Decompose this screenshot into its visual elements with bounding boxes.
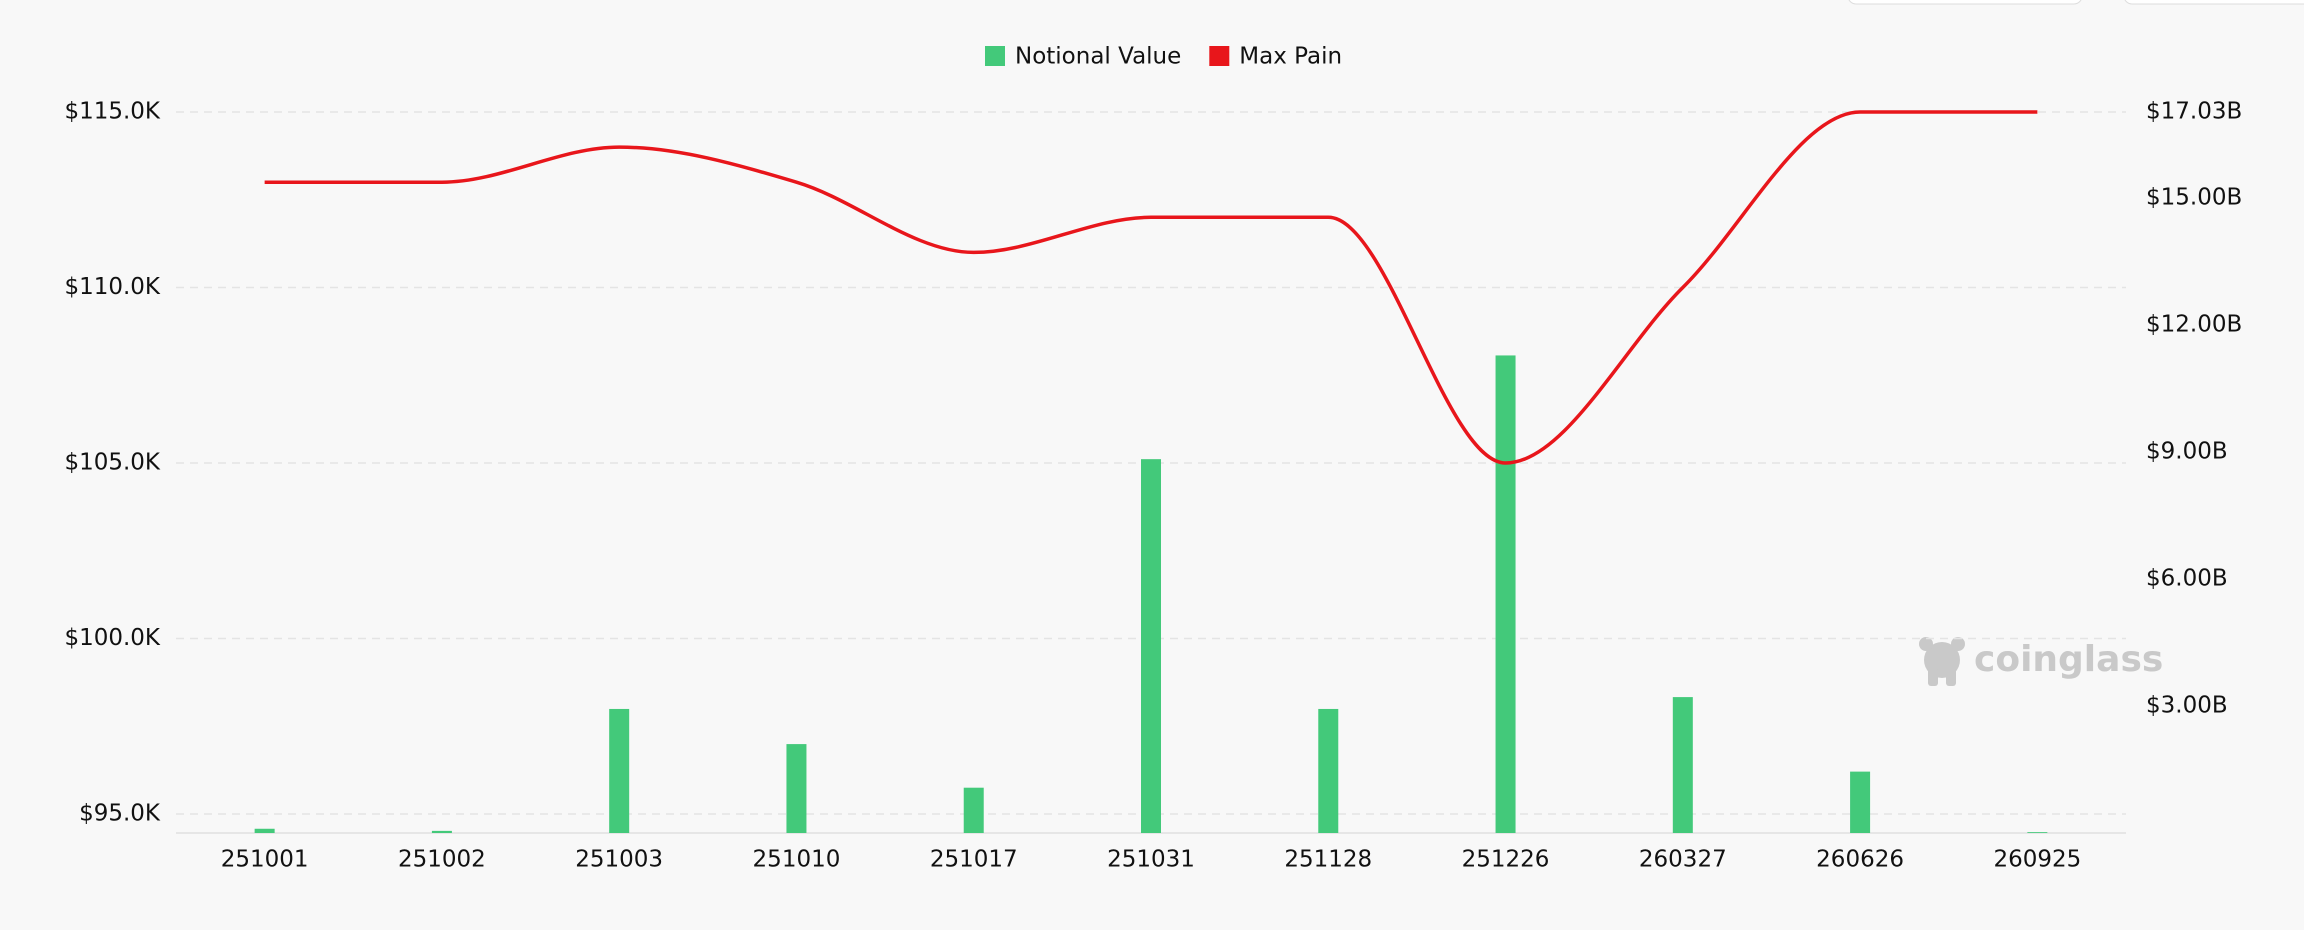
y2-tick-label: $17.03B: [2146, 99, 2242, 125]
watermark-logo: [1919, 637, 1965, 686]
legend-label[interactable]: Notional Value: [1015, 44, 1181, 70]
y-tick-label: $110.0K: [64, 274, 160, 300]
x-tick-label: 251226: [1462, 847, 1550, 873]
x-tick-label: 251001: [221, 847, 309, 873]
bar: [1672, 697, 1693, 833]
x-tick-label: 260925: [1993, 847, 2081, 873]
y2-tick-label: $3.00B: [2146, 692, 2228, 718]
bar: [609, 708, 630, 833]
y-tick-label: $115.0K: [64, 99, 160, 125]
y-tick-label: $95.0K: [79, 801, 161, 827]
y2-tick-label: $15.00B: [2146, 184, 2242, 210]
y-tick-label: $105.0K: [64, 450, 160, 476]
y2-tick-label: $9.00B: [2146, 438, 2228, 464]
bar: [1141, 459, 1161, 833]
toolbar-button[interactable]: [1848, 0, 2082, 5]
x-tick-label: 251002: [398, 847, 486, 873]
line: [264, 110, 2038, 465]
y2-tick-label: $6.00B: [2146, 565, 2228, 591]
x-tick-label: 260626: [1816, 847, 1904, 873]
legend-label[interactable]: Max Pain: [1239, 44, 1342, 70]
y-tick-label: $100.0K: [64, 625, 160, 651]
x-tick-label: 251128: [1284, 847, 1372, 873]
bar: [963, 787, 984, 833]
toolbar-button[interactable]: [2124, 0, 2304, 5]
bar: [431, 830, 452, 833]
bar: [1495, 355, 1516, 833]
x-tick-label: 260327: [1639, 847, 1727, 873]
y2-tick-label: $12.00B: [2146, 311, 2242, 337]
legend-swatch: [985, 46, 1005, 66]
watermark: coinglass: [1974, 639, 2163, 680]
bar: [2027, 832, 2048, 833]
bar: [1318, 708, 1339, 833]
x-tick-label: 251003: [575, 847, 663, 873]
bar: [254, 828, 275, 833]
bar: [786, 744, 807, 833]
x-tick-label: 251017: [930, 847, 1018, 873]
legend-swatch: [1209, 46, 1230, 66]
x-tick-label: 251031: [1107, 847, 1195, 873]
bar: [1850, 771, 1871, 833]
x-tick-label: 251010: [753, 847, 841, 873]
